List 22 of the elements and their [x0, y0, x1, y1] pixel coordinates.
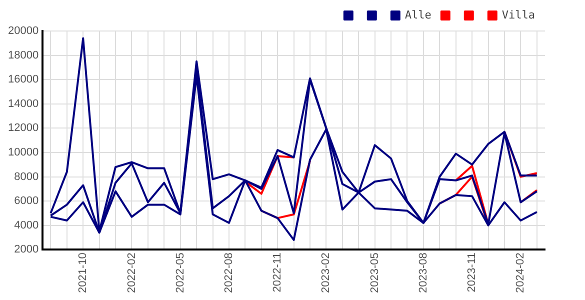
x-tick-label: 2021-10 — [77, 252, 90, 294]
x-tick-label: 2023-02 — [320, 252, 332, 294]
x-tick-label: 2023-11 — [466, 252, 478, 292]
y-tick-label: 8000 — [14, 170, 39, 183]
x-tick-label: 2022-11 — [272, 252, 284, 292]
y-tick-label: 12000 — [8, 122, 39, 134]
legend-label: Alle — [404, 8, 432, 22]
y-tick-label: 2000 — [14, 244, 39, 256]
x-tick-label: 2024-02 — [514, 252, 527, 294]
y-tick-label: 14000 — [8, 98, 39, 110]
x-tick-label: 2023-05 — [368, 252, 381, 294]
x-tick-label: 2022-02 — [126, 252, 138, 294]
y-tick-label: 18000 — [8, 49, 39, 62]
y-tick-label: 6000 — [14, 195, 39, 208]
x-tick-label: 2023-08 — [417, 252, 430, 294]
y-tick-label: 20000 — [8, 25, 39, 38]
x-tick-label: 2022-08 — [223, 252, 235, 294]
y-tick-label: 10000 — [8, 146, 39, 158]
y-tick-label: 16000 — [8, 74, 39, 86]
y-tick-label: 4000 — [14, 219, 39, 232]
x-tick-label: 2022-05 — [174, 252, 186, 294]
legend-label: Villa — [502, 8, 536, 22]
